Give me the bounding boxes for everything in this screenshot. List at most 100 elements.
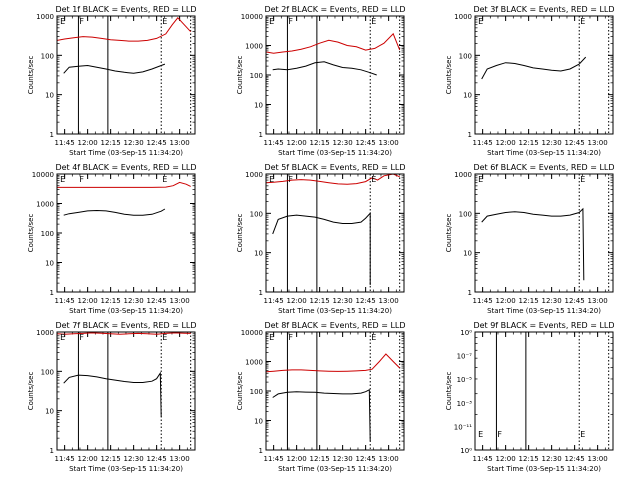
- x-tick-label: 12:30: [333, 139, 353, 147]
- marker-e: E: [60, 175, 65, 184]
- plot-frame: [56, 15, 196, 135]
- x-tick-label: 12:45: [356, 297, 376, 305]
- panel-1: Det 1f BLACK = Events, RED = LLD 1 10 100 10…: [27, 5, 197, 157]
- x-tick-label: 12:45: [147, 455, 167, 463]
- lld-series-line: [266, 32, 401, 54]
- x-tick-label: 12:15: [519, 139, 539, 147]
- x-tick-label: 12:45: [147, 139, 167, 147]
- x-tick-label: 12:30: [333, 297, 353, 305]
- marker-e: E: [580, 175, 585, 184]
- y-tick-label: 10⁻³: [457, 400, 473, 408]
- y-tick-label: 10: [45, 260, 54, 268]
- y-tick-label: 100: [41, 368, 54, 376]
- panel-title: Det 1f BLACK = Events, RED = LLD: [55, 5, 196, 14]
- x-tick-label: 12:15: [519, 297, 539, 305]
- panel-8: Det 8f BLACK = Events, RED = LLD 1 10 100 10…: [236, 321, 406, 473]
- events-series-line: [272, 61, 377, 76]
- x-tick-label: 12:45: [356, 139, 376, 147]
- lld-series-line: [57, 332, 191, 335]
- marker-f: F: [79, 175, 84, 184]
- x-tick-label: 11:45: [55, 455, 75, 463]
- y-tick-label: 1: [259, 289, 263, 297]
- y-axis-label: Counts/sec: [236, 372, 244, 411]
- marker-e: E: [269, 17, 274, 26]
- y-tick-label: 1: [50, 447, 54, 455]
- y-axis-label: Counts/sec: [445, 56, 453, 95]
- x-tick-label: 11:45: [264, 297, 284, 305]
- y-tick-label: 1000: [454, 171, 472, 179]
- marker-f: F: [288, 175, 293, 184]
- marker-e: E: [162, 333, 167, 342]
- x-tick-label: 12:15: [101, 139, 121, 147]
- x-axis-label: Start Time (03-Sep-15 11:34:20): [278, 307, 392, 315]
- plot-frame: [474, 331, 614, 451]
- x-tick-label: 11:45: [473, 455, 493, 463]
- y-tick-label: 10000: [241, 329, 263, 337]
- y-tick-label: 1: [468, 289, 472, 297]
- x-tick-label: 11:45: [55, 297, 75, 305]
- y-tick-label: 100: [41, 230, 54, 238]
- x-axis-label: Start Time (03-Sep-15 11:34:20): [69, 465, 183, 473]
- x-tick-label: 12:00: [287, 455, 307, 463]
- y-tick-label: 100: [250, 72, 263, 80]
- panel-4: Det 4f BLACK = Events, RED = LLD 1 10 100 10…: [27, 163, 197, 315]
- y-tick-label: 100: [459, 210, 472, 218]
- y-tick-label: 1: [259, 447, 263, 455]
- y-tick-label: 1: [50, 131, 54, 139]
- panel-6: Det 6f BLACK = Events, RED = LLD 1 10 100 10…: [445, 163, 615, 315]
- y-tick-label: 10: [45, 408, 54, 416]
- plot-frame: [474, 173, 614, 293]
- plot-frame: [56, 331, 196, 451]
- y-tick-label: 10000: [241, 13, 263, 21]
- x-tick-label: 13:00: [170, 297, 190, 305]
- x-axis-label: Start Time (03-Sep-15 11:34:20): [487, 149, 601, 157]
- y-tick-label: 10⁰: [460, 447, 472, 455]
- x-tick-label: 12:30: [124, 139, 144, 147]
- marker-e: E: [478, 175, 483, 184]
- x-tick-label: 11:45: [264, 139, 284, 147]
- y-axis-label: Counts/sec: [445, 372, 453, 411]
- events-series-line: [272, 212, 371, 286]
- y-tick-label: 1: [468, 131, 472, 139]
- marker-f: F: [497, 430, 502, 439]
- x-tick-label: 11:45: [264, 455, 284, 463]
- x-axis-label: Start Time (03-Sep-15 11:34:20): [487, 465, 601, 473]
- x-axis-label: Start Time (03-Sep-15 11:34:20): [69, 307, 183, 315]
- plot-frame: [56, 173, 196, 293]
- panel-7: Det 7f BLACK = Events, RED = LLD 1 10 100 10…: [27, 321, 197, 473]
- marker-e: E: [162, 175, 167, 184]
- marker-e: E: [371, 17, 376, 26]
- y-tick-label: 100: [250, 210, 263, 218]
- x-tick-label: 12:30: [542, 455, 562, 463]
- x-tick-label: 12:00: [287, 139, 307, 147]
- y-tick-label: 1000: [36, 329, 54, 337]
- x-tick-label: 13:00: [170, 139, 190, 147]
- y-tick-label: 10000: [32, 171, 54, 179]
- panel-title: Det 8f BLACK = Events, RED = LLD: [264, 321, 405, 330]
- x-tick-label: 12:15: [101, 455, 121, 463]
- y-axis-label: Counts/sec: [27, 214, 35, 253]
- lld-series-line: [266, 173, 400, 185]
- x-axis-label: Start Time (03-Sep-15 11:34:20): [69, 149, 183, 157]
- plot-frame: [265, 331, 405, 451]
- panel-5: Det 5f BLACK = Events, RED = LLD 1 10 100 10…: [236, 163, 406, 315]
- x-tick-label: 11:45: [473, 297, 493, 305]
- y-tick-label: 10⁻¹¹: [454, 423, 472, 431]
- marker-f: F: [288, 17, 293, 26]
- plot-frame: [474, 15, 614, 135]
- plot-frame: [265, 15, 405, 135]
- y-tick-label: 10: [45, 92, 54, 100]
- events-series-line: [63, 371, 162, 417]
- marker-e: E: [269, 333, 274, 342]
- x-tick-label: 12:00: [78, 455, 98, 463]
- x-tick-label: 12:45: [356, 455, 376, 463]
- y-axis-label: Counts/sec: [236, 56, 244, 95]
- y-axis-label: Counts/sec: [445, 214, 453, 253]
- x-axis-label: Start Time (03-Sep-15 11:34:20): [278, 149, 392, 157]
- y-tick-label: 100: [41, 52, 54, 60]
- x-tick-label: 11:45: [473, 139, 493, 147]
- y-tick-label: 10: [463, 250, 472, 258]
- y-tick-label: 10⁰: [460, 329, 472, 337]
- marker-e: E: [162, 17, 167, 26]
- x-tick-label: 12:15: [101, 297, 121, 305]
